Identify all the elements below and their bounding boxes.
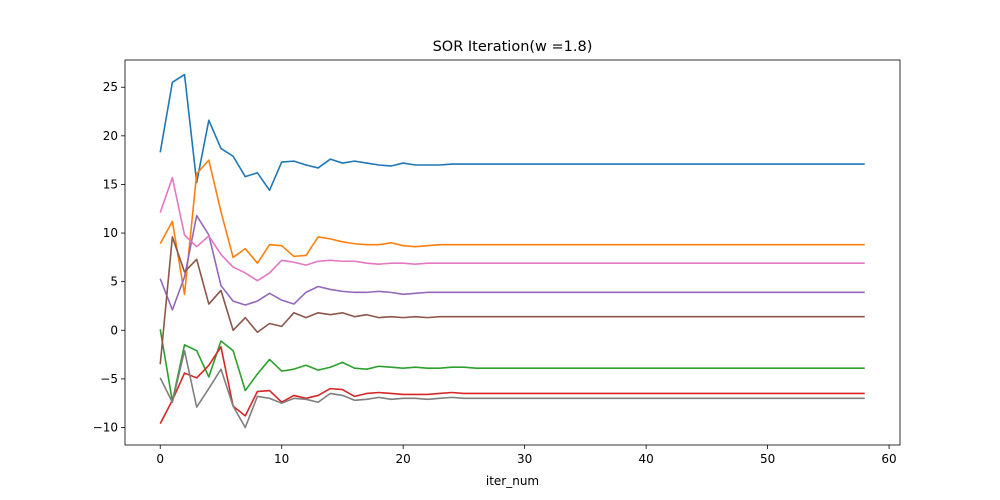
series-line-3 (159, 329, 865, 403)
y-tick-label: 10 (103, 226, 118, 240)
y-tick-label: −5 (100, 372, 118, 386)
x-axis-label: iter_num (486, 474, 539, 488)
series-line-7 (159, 176, 865, 282)
plot-frame (124, 59, 901, 446)
x-tick-label: 0 (156, 452, 164, 466)
x-tick-label: 40 (638, 452, 653, 466)
x-tick-label: 60 (881, 452, 896, 466)
series-line-2 (159, 159, 865, 296)
series-line-6 (159, 236, 865, 365)
chart-title: SOR Iteration(w =1.8) (433, 39, 593, 55)
x-tick-label: 50 (760, 452, 775, 466)
tick-layer: 0 10 20 30 40 50 60 −10 −5 0 5 10 15 20 25 (93, 80, 897, 466)
y-tick-label: −10 (93, 421, 118, 435)
y-tick-label: 15 (103, 177, 118, 191)
y-tick-label: 25 (103, 80, 118, 94)
series-line-8 (159, 349, 865, 429)
series-line-5 (159, 214, 865, 311)
x-tick-label: 30 (517, 452, 532, 466)
y-tick-label: 5 (110, 275, 118, 289)
series-line-1 (159, 73, 865, 192)
x-tick-label: 10 (274, 452, 289, 466)
y-tick-label: 0 (110, 323, 118, 337)
series-layer (159, 73, 865, 429)
y-tick-label: 20 (103, 129, 118, 143)
x-tick-label: 20 (396, 452, 411, 466)
series-line-4 (159, 346, 865, 424)
